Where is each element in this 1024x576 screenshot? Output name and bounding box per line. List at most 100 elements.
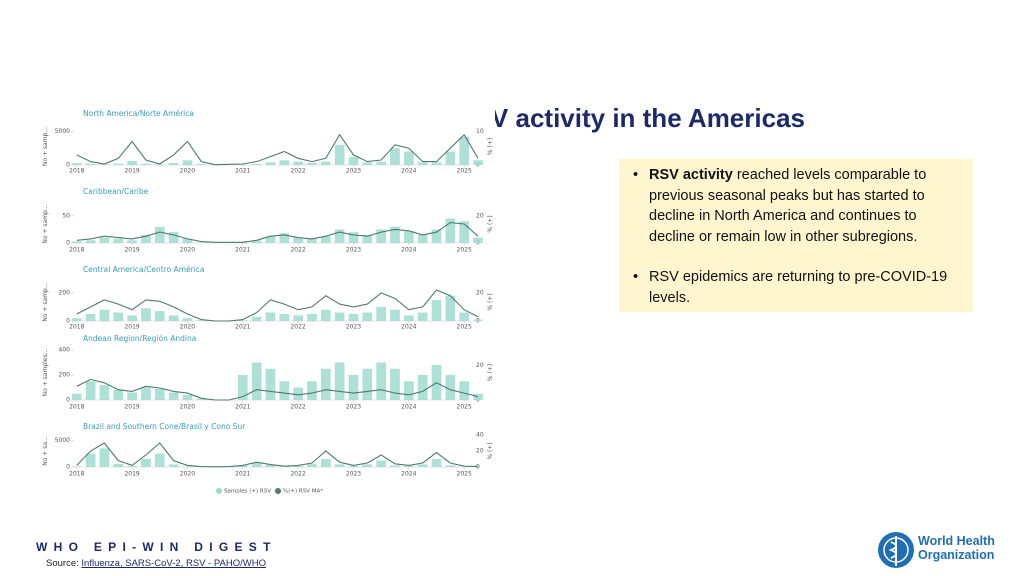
sample-bar: [376, 362, 386, 400]
sample-bar: [445, 295, 456, 321]
x-tick-label: 2019: [124, 168, 139, 175]
sample-bar: [376, 161, 386, 165]
y-tick-label: 5000: [55, 128, 70, 135]
y-tick-label: 0: [66, 397, 70, 404]
pct-line: [76, 222, 479, 243]
sample-bar: [168, 464, 179, 467]
sample-bar: [237, 465, 248, 467]
y2-axis-label: % (+): [487, 215, 494, 232]
x-tick-label: 2018: [69, 324, 84, 331]
y-tick-label: 0: [66, 464, 70, 471]
x-tick-label: 2022: [290, 404, 305, 411]
y2-tick-label: 20: [476, 212, 484, 219]
sample-bar: [154, 453, 165, 467]
pct-line: [76, 442, 479, 468]
sample-bar: [85, 163, 96, 165]
x-tick-label: 2023: [346, 404, 361, 411]
sample-bar: [99, 164, 110, 165]
y2-tick-label: 40: [476, 432, 484, 439]
x-tick-label: 2021: [235, 471, 250, 478]
x-tick-label: 2024: [401, 168, 416, 175]
x-tick-label: 2021: [235, 168, 250, 175]
panel-title: Caribbean/Caribe: [83, 187, 149, 196]
sample-bar: [154, 226, 165, 243]
sample-bar: [459, 381, 470, 400]
digest-label: WHO EPI-WIN DIGEST: [36, 540, 277, 554]
sample-bar: [127, 240, 137, 243]
sample-bar: [182, 395, 193, 400]
sample-bar: [293, 465, 303, 467]
x-tick-label: 2024: [401, 247, 416, 254]
pct-line: [76, 133, 479, 166]
sample-bar: [182, 318, 193, 321]
legend-swatch: [216, 488, 222, 494]
sample-bar: [307, 313, 317, 321]
sample-bar: [182, 160, 193, 165]
x-tick-label: 2025: [457, 404, 472, 411]
sample-bar: [362, 162, 373, 165]
source-link[interactable]: Influenza, SARS-CoV-2, RSV - PAHO/WHO: [81, 558, 266, 569]
sample-bar: [168, 315, 179, 321]
x-tick-label: 2023: [346, 471, 361, 478]
sample-bar: [154, 388, 165, 400]
x-tick-label: 2023: [346, 168, 361, 175]
sample-bar: [251, 240, 262, 243]
sample-bar: [417, 312, 428, 321]
sample-bar: [168, 162, 179, 165]
y-tick-label: 0: [66, 318, 70, 325]
sample-bar: [251, 163, 262, 165]
sample-bar: [154, 164, 165, 165]
y-axis-label: No + samples...: [42, 349, 49, 397]
y2-axis-label: % (+): [487, 293, 494, 310]
sample-bar: [196, 320, 207, 321]
sample-bar: [71, 318, 82, 321]
sample-bar: [417, 162, 428, 165]
bullet-bold: RSV activity: [649, 167, 733, 183]
x-tick-label: 2025: [457, 471, 472, 478]
x-tick-label: 2023: [346, 324, 361, 331]
y-tick-label: 0: [66, 240, 70, 247]
sample-bar: [431, 162, 442, 165]
x-tick-label: 2019: [124, 324, 139, 331]
sample-bar: [390, 368, 400, 400]
x-tick-label: 2020: [180, 247, 195, 254]
x-tick-label: 2018: [69, 247, 84, 254]
sample-bar: [307, 162, 317, 165]
legend-label: %(+) RSV MA*: [283, 489, 323, 495]
sample-bar: [293, 315, 303, 321]
sample-bar: [362, 464, 373, 467]
bullet-text: RSV epidemics are returning to pre-COVID…: [649, 269, 948, 306]
pct-line: [76, 378, 479, 401]
sample-bar: [334, 464, 345, 467]
y2-tick-label: 20: [476, 362, 484, 369]
sample-bar: [71, 162, 82, 165]
bullet: RSV epidemics are returning to pre-COVID…: [627, 267, 961, 308]
sample-bar: [320, 161, 331, 165]
sample-bar: [85, 453, 96, 467]
sample-bar: [403, 381, 414, 400]
bullet-box: RSV activity reached levels comparable t…: [619, 159, 973, 312]
panel-title: North America/Norte América: [83, 109, 194, 118]
x-tick-label: 2019: [124, 471, 139, 478]
sample-bar: [113, 390, 124, 400]
sample-bar: [320, 459, 331, 467]
sample-bar: [390, 309, 400, 321]
x-tick-label: 2018: [69, 168, 84, 175]
x-tick-label: 2020: [180, 471, 195, 478]
sample-bar: [265, 464, 276, 467]
sample-bar: [265, 162, 276, 165]
sample-bar: [376, 460, 386, 467]
legend-label: Samples (+) RSV: [224, 489, 271, 495]
sample-bar: [182, 238, 193, 243]
logo-line2: Organization: [918, 548, 994, 562]
x-tick-label: 2024: [401, 404, 416, 411]
sample-bar: [196, 163, 207, 165]
x-tick-label: 2019: [124, 247, 139, 254]
panel-title: Brazil and Southern Cone/Brasil y Cono S…: [83, 422, 246, 431]
sample-bar: [293, 161, 303, 165]
sample-bar: [265, 368, 276, 400]
sample-bar: [348, 375, 359, 400]
logo-line1: World Health: [918, 534, 995, 548]
sample-bar: [85, 381, 96, 400]
y-tick-label: 200: [59, 289, 71, 296]
